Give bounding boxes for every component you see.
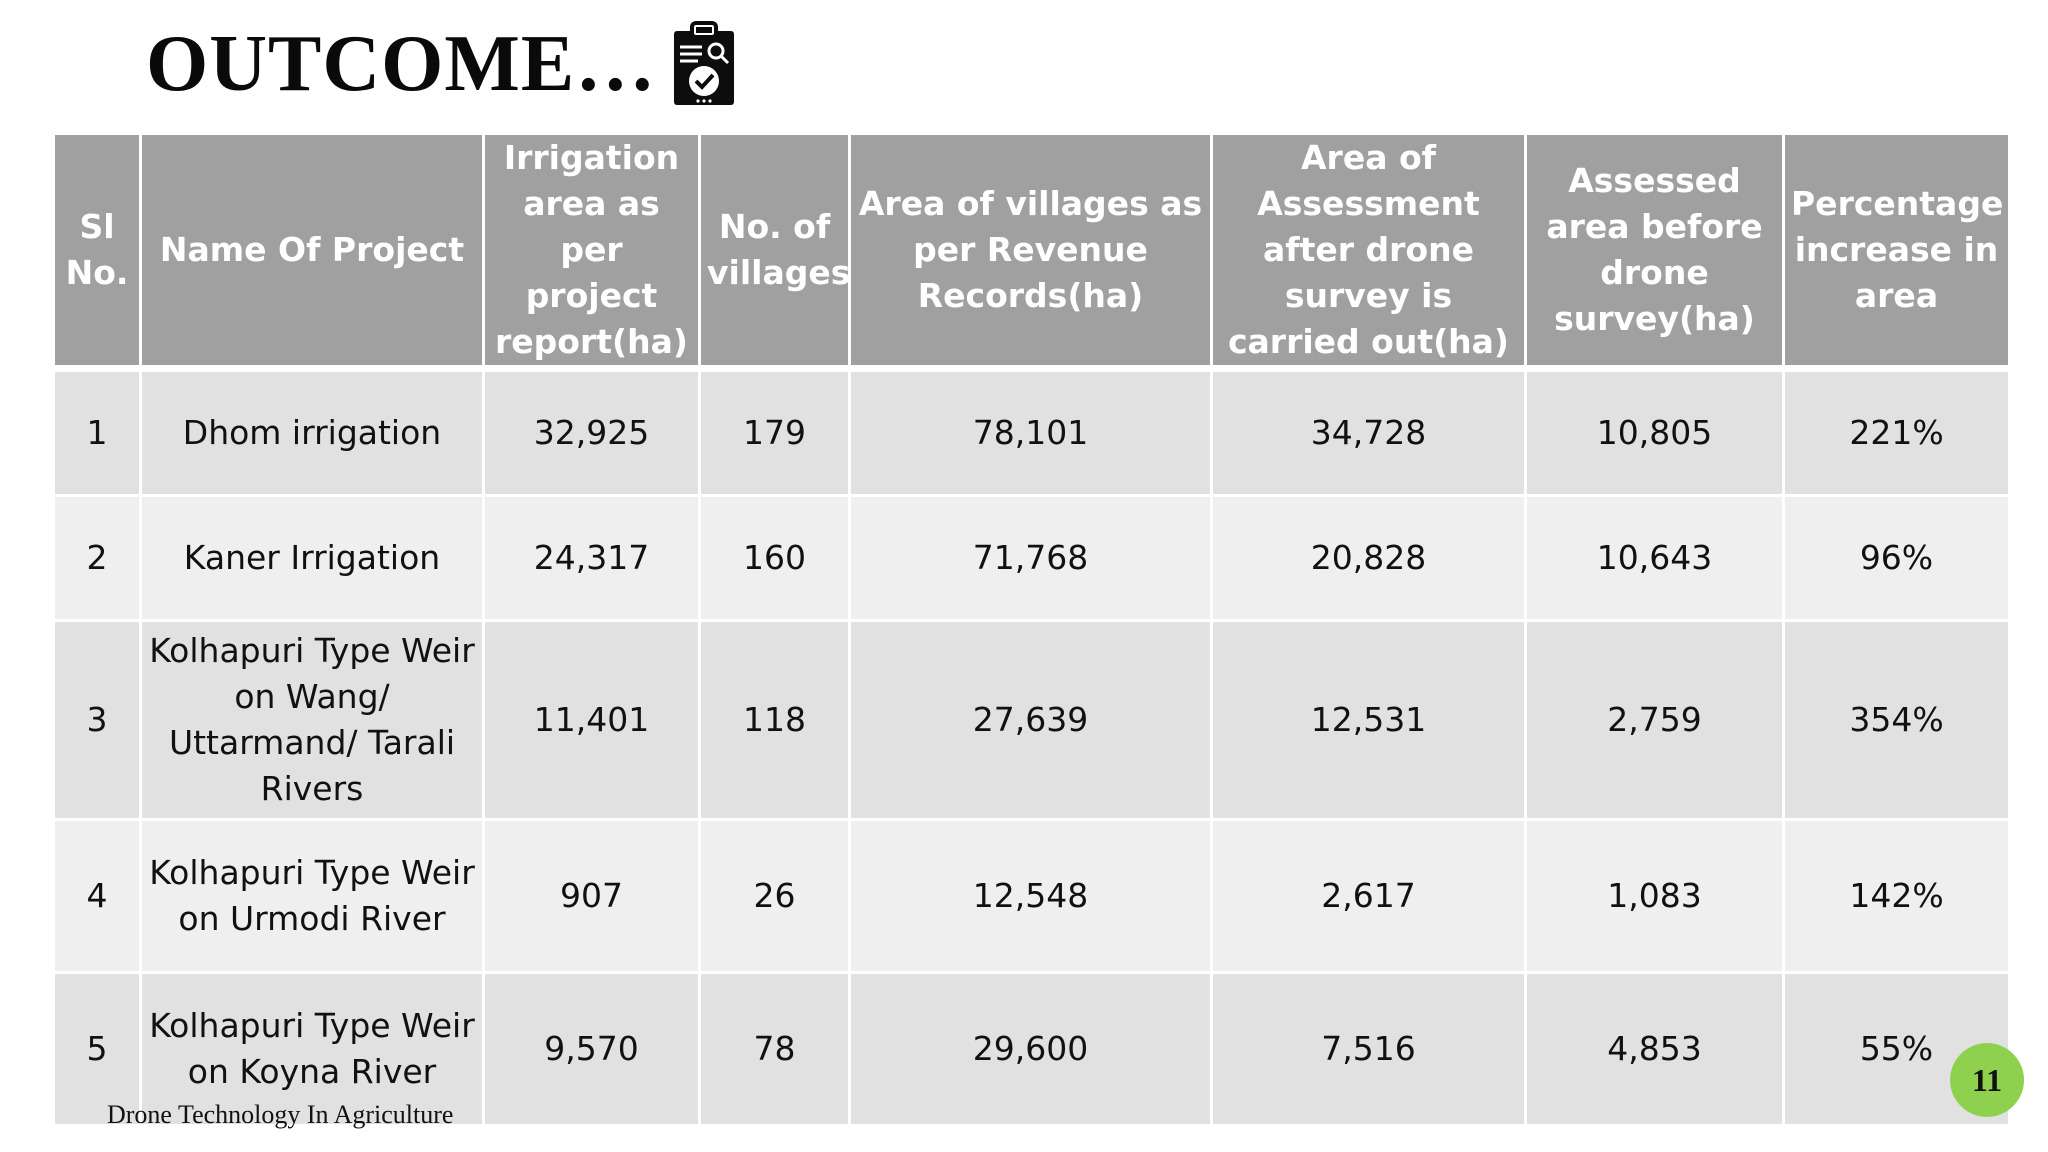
table-row: 5 Kolhapuri Type Weir on Koyna River 9,5… (52, 971, 2011, 1127)
cell-sl-no: 1 (52, 367, 142, 497)
cell-revenue-area: 12,548 (848, 818, 1213, 974)
table-row: 3 Kolhapuri Type Weir on Wang/ Uttarmand… (52, 619, 2011, 821)
header-irrigation-area: Irrigation area as per project report(ha… (482, 132, 701, 372)
header-village-count: No. of villages (698, 132, 851, 372)
slide-title: OUTCOME… (146, 20, 657, 108)
cell-village-count: 160 (698, 494, 851, 622)
cell-village-count: 26 (698, 818, 851, 974)
header-drone-area: Area of Assessment after drone survey is… (1210, 132, 1527, 372)
cell-sl-no: 4 (52, 818, 142, 974)
page-number-badge: 11 (1950, 1043, 2024, 1117)
cell-sl-no: 3 (52, 619, 142, 821)
table-header-row: Sl No. Name Of Project Irrigation area a… (52, 132, 2011, 372)
cell-percentage: 96% (1782, 494, 2011, 622)
cell-irrigation-area: 11,401 (482, 619, 701, 821)
cell-percentage: 354% (1782, 619, 2011, 821)
cell-project-name: Kolhapuri Type Weir on Wang/ Uttarmand/ … (139, 619, 485, 821)
cell-project-name: Kolhapuri Type Weir on Urmodi River (139, 818, 485, 974)
cell-percentage: 142% (1782, 818, 2011, 974)
cell-irrigation-area: 907 (482, 818, 701, 974)
cell-project-name: Dhom irrigation (139, 367, 485, 497)
cell-drone-area: 7,516 (1210, 971, 1527, 1127)
cell-drone-area: 20,828 (1210, 494, 1527, 622)
table-row: 2 Kaner Irrigation 24,317 160 71,768 20,… (52, 494, 2011, 622)
cell-project-name: Kolhapuri Type Weir on Koyna River (139, 971, 485, 1127)
cell-sl-no: 5 (52, 971, 142, 1127)
header-pre-drone-area: Assessed area before drone survey(ha) (1524, 132, 1785, 372)
cell-irrigation-area: 9,570 (482, 971, 701, 1127)
cell-percentage: 221% (1782, 367, 2011, 497)
cell-revenue-area: 71,768 (848, 494, 1213, 622)
cell-village-count: 179 (698, 367, 851, 497)
clipboard-check-icon (674, 21, 735, 105)
cell-irrigation-area: 24,317 (482, 494, 701, 622)
header-sl-no: Sl No. (52, 132, 142, 372)
cell-drone-area: 12,531 (1210, 619, 1527, 821)
title-area: OUTCOME… (146, 14, 736, 114)
cell-irrigation-area: 32,925 (482, 367, 701, 497)
cell-drone-area: 2,617 (1210, 818, 1527, 974)
outcome-table: Sl No. Name Of Project Irrigation area a… (52, 132, 2011, 1127)
header-percentage: Percentage increase in area (1782, 132, 2011, 372)
footer-text: Drone Technology In Agriculture (107, 1100, 454, 1129)
cell-pre-drone-area: 1,083 (1524, 818, 1785, 974)
cell-pre-drone-area: 10,643 (1524, 494, 1785, 622)
table-row: 1 Dhom irrigation 32,925 179 78,101 34,7… (52, 367, 2011, 497)
cell-village-count: 118 (698, 619, 851, 821)
cell-revenue-area: 29,600 (848, 971, 1213, 1127)
cell-village-count: 78 (698, 971, 851, 1127)
header-project-name: Name Of Project (139, 132, 485, 372)
cell-sl-no: 2 (52, 494, 142, 622)
cell-pre-drone-area: 2,759 (1524, 619, 1785, 821)
cell-revenue-area: 78,101 (848, 367, 1213, 497)
cell-pre-drone-area: 10,805 (1524, 367, 1785, 497)
cell-drone-area: 34,728 (1210, 367, 1527, 497)
cell-project-name: Kaner Irrigation (139, 494, 485, 622)
table-row: 4 Kolhapuri Type Weir on Urmodi River 90… (52, 818, 2011, 974)
cell-revenue-area: 27,639 (848, 619, 1213, 821)
cell-pre-drone-area: 4,853 (1524, 971, 1785, 1127)
header-revenue-area: Area of villages as per Revenue Records(… (848, 132, 1213, 372)
